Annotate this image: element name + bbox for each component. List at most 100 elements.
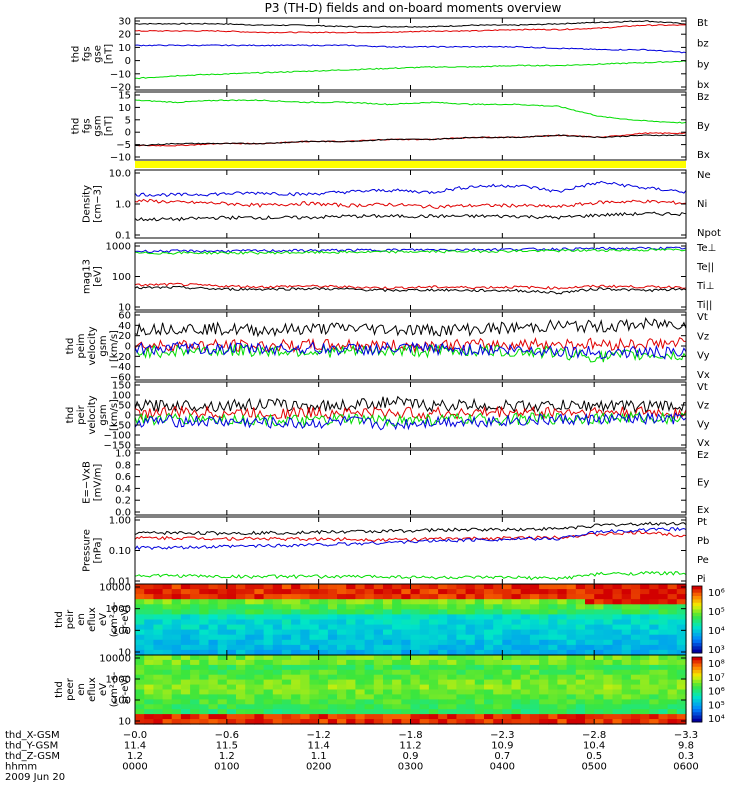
- heatmap-cell: [337, 624, 347, 631]
- heatmap-cell: [383, 655, 393, 661]
- heatmap-cell: [649, 624, 660, 631]
- heatmap-cell: [162, 649, 173, 656]
- heatmap-cell: [226, 624, 237, 631]
- heatmap-cell: [171, 679, 182, 686]
- heatmap-cell: [162, 689, 173, 695]
- heatmap-cell: [419, 699, 430, 705]
- heatmap-cell: [603, 594, 614, 600]
- heatmap-cell: [493, 644, 503, 651]
- heatmap-cell: [566, 619, 577, 626]
- series-line-Vy: [134, 343, 687, 363]
- heatmap-cell: [281, 589, 292, 595]
- heatmap-cell: [557, 714, 568, 720]
- ylabel-line: gse: [93, 45, 104, 63]
- heatmap-cell: [217, 634, 228, 641]
- heatmap-cell: [539, 629, 549, 636]
- heatmap-cell: [566, 644, 577, 651]
- heatmap-cell: [162, 614, 173, 621]
- series-line-Bx: [134, 134, 687, 147]
- heatmap-cell: [649, 604, 660, 610]
- heatmap-cell: [153, 704, 164, 710]
- heatmap-cell: [383, 639, 393, 646]
- heatmap-cell: [364, 609, 375, 616]
- heatmap-cell: [162, 639, 173, 646]
- heatmap-cell: [309, 714, 320, 720]
- heatmap-cell: [300, 629, 311, 636]
- heatmap-cell: [226, 694, 237, 700]
- heatmap-cell: [327, 655, 338, 661]
- heatmap-cell: [291, 689, 301, 695]
- heatmap-cell: [144, 664, 154, 671]
- heatmap-cell: [548, 599, 559, 605]
- heatmap-cell: [355, 679, 366, 686]
- heatmap-cell: [346, 709, 356, 715]
- heatmap-cell: [272, 614, 283, 621]
- heatmap-cell: [281, 664, 292, 671]
- heatmap-cell: [281, 609, 292, 616]
- heatmap-cell: [548, 589, 559, 595]
- heatmap-cell: [337, 719, 347, 725]
- heatmap-cell: [245, 659, 255, 666]
- heatmap-cell: [272, 684, 283, 691]
- heatmap-cell: [539, 594, 549, 600]
- heatmap-cell: [621, 589, 632, 595]
- heatmap-cell: [548, 689, 559, 695]
- heatmap-cell: [594, 714, 604, 720]
- ylabel-line: peer: [65, 677, 76, 701]
- heatmap-cell: [658, 684, 669, 691]
- heatmap-cell: [337, 619, 347, 626]
- heatmap-cell: [649, 634, 660, 641]
- heatmap-cell: [383, 669, 393, 676]
- heatmap-cell: [171, 689, 182, 695]
- heatmap-cell: [640, 679, 650, 686]
- ytick-label: 10: [118, 717, 131, 728]
- heatmap-cell: [640, 634, 650, 641]
- heatmap-cell: [272, 619, 283, 626]
- heatmap-cell: [575, 709, 586, 715]
- footer-value: 11.4: [308, 741, 330, 752]
- heatmap-cell: [493, 679, 503, 686]
- heatmap-cell: [566, 634, 577, 641]
- heatmap-cell: [594, 659, 604, 666]
- heatmap-cell: [410, 634, 421, 641]
- heatmap-cell: [612, 664, 623, 671]
- heatmap-cell: [309, 644, 320, 651]
- heatmap-cell: [630, 644, 641, 651]
- heatmap-cell: [649, 619, 660, 626]
- heatmap-cell: [153, 629, 164, 636]
- heatmap-cell: [309, 684, 320, 691]
- heatmap-cell: [557, 584, 568, 590]
- heatmap-cell: [502, 609, 513, 616]
- heatmap-cell: [364, 719, 375, 725]
- heatmap-cell: [383, 714, 393, 720]
- heatmap-cell: [337, 694, 347, 700]
- heatmap-cell: [346, 669, 356, 676]
- heatmap-cell: [355, 619, 366, 626]
- footer-value: −1.2: [307, 730, 331, 741]
- heatmap-cell: [245, 679, 255, 686]
- legend-Vy: Vy: [697, 351, 710, 362]
- ylabel-line: [km/s]: [109, 330, 120, 362]
- heatmap-cell: [190, 674, 200, 681]
- heatmap-cell: [419, 624, 430, 631]
- heatmap-cell: [520, 704, 531, 710]
- footer-value: 11.4: [124, 741, 146, 752]
- heatmap-cell: [190, 599, 200, 605]
- heatmap-cell: [199, 609, 210, 616]
- heatmap-cell: [346, 599, 356, 605]
- heatmap-cell: [520, 584, 531, 590]
- heatmap-cell: [309, 679, 320, 686]
- heatmap-cell: [401, 709, 412, 715]
- heatmap-cell: [309, 624, 320, 631]
- heatmap-cell: [667, 709, 678, 715]
- heatmap-cell: [272, 589, 283, 595]
- heatmap-cell: [557, 609, 568, 616]
- heatmap-cell: [667, 604, 678, 610]
- heatmap-cell: [281, 699, 292, 705]
- heatmap-cell: [180, 644, 191, 651]
- heatmap-cell: [410, 624, 421, 631]
- heatmap-cell: [153, 639, 164, 646]
- heatmap-cell: [199, 699, 210, 705]
- heatmap-cell: [309, 659, 320, 666]
